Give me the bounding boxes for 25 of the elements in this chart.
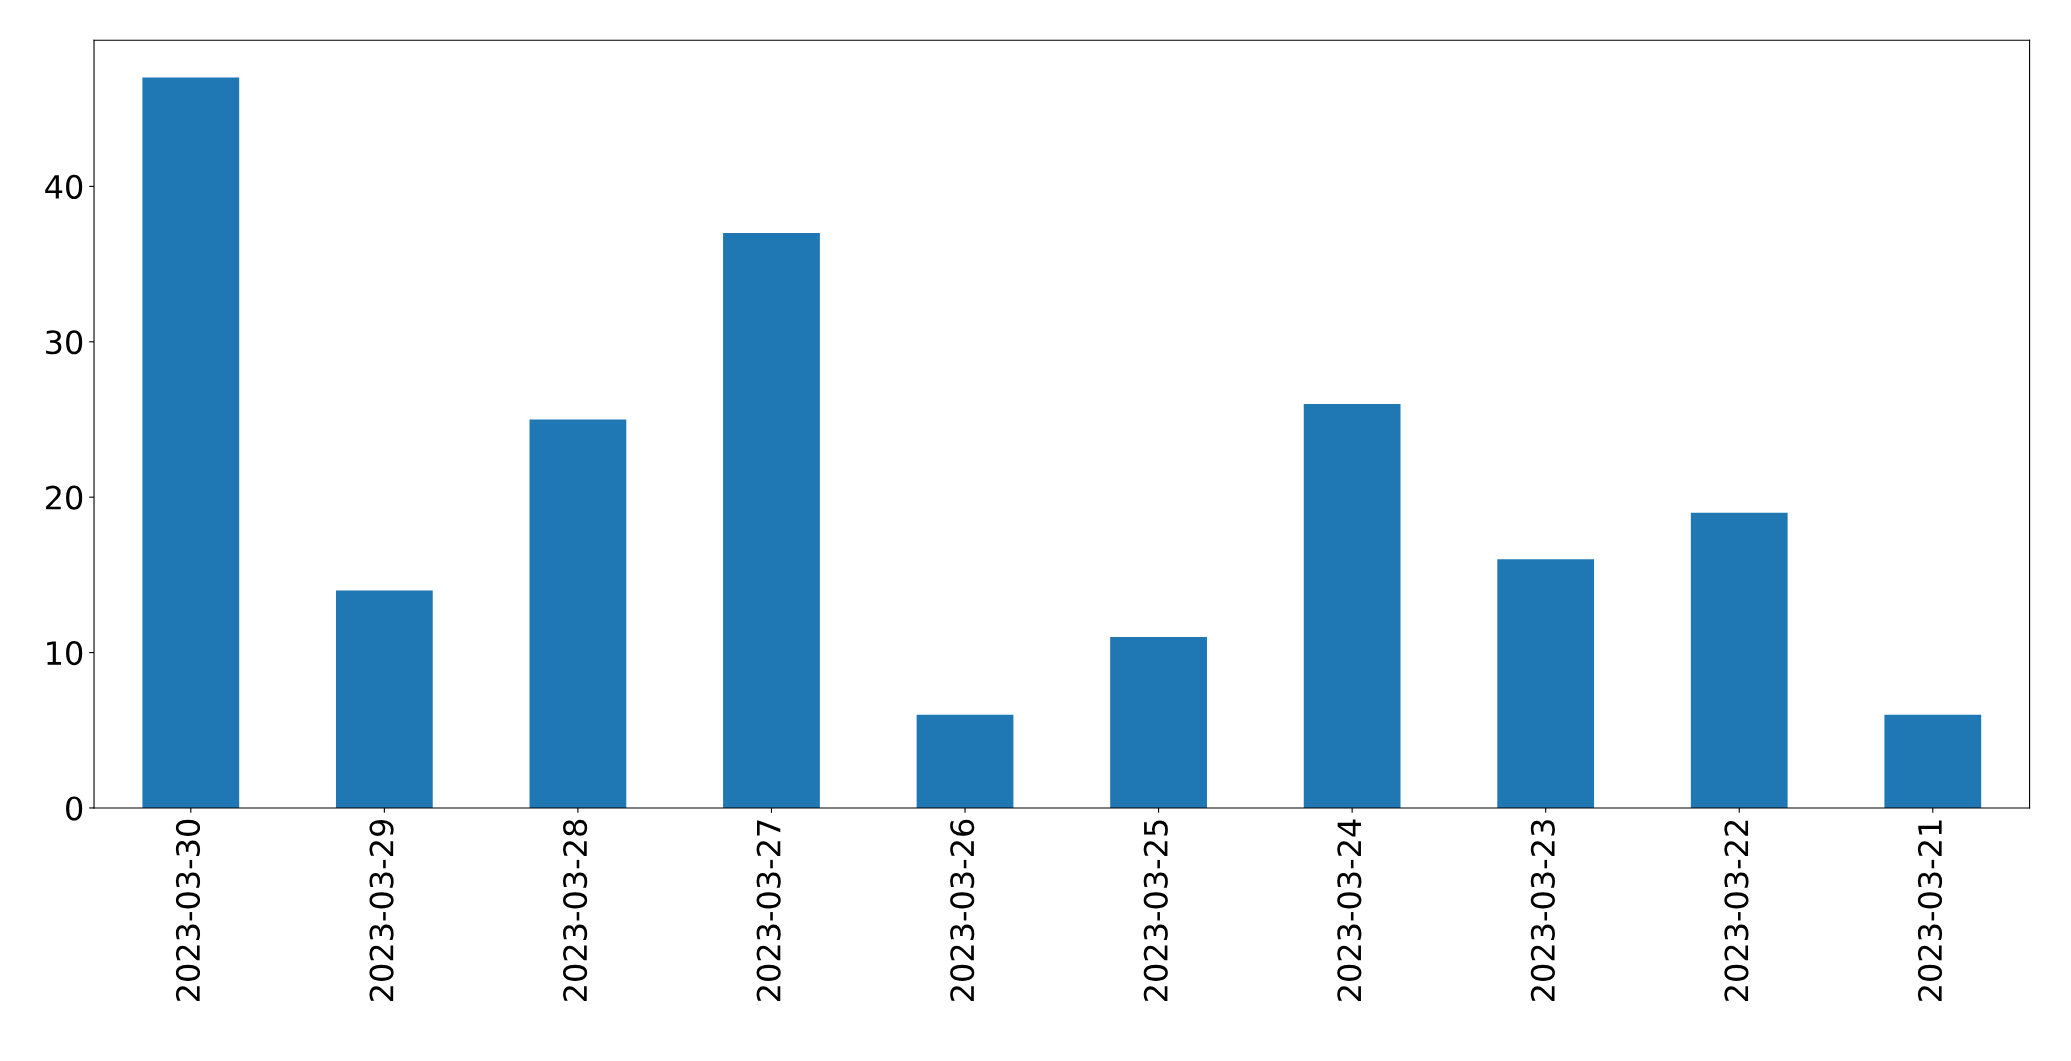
- x-tick-label: 2023-03-28: [563, 819, 588, 1001]
- bar: [142, 77, 240, 808]
- x-tick-label: 2023-03-21: [1917, 820, 1943, 1001]
- y-tick-label: 40: [45, 174, 83, 199]
- x-tick-label: 2023-03-29: [369, 819, 394, 1001]
- x-tick-label: 2023-03-25: [1143, 820, 1168, 1001]
- bar: [723, 233, 820, 808]
- y-tick-label: 10: [47, 640, 83, 666]
- bar: [916, 714, 1014, 808]
- y-tick-label: 30: [46, 330, 83, 355]
- x-tick-label: 2023-03-24: [1337, 819, 1362, 1001]
- bar: [1497, 559, 1595, 808]
- x-tick-label: 2023-03-26: [950, 819, 975, 1001]
- bar: [1884, 714, 1982, 808]
- x-tick-label: 2023-03-22: [1724, 820, 1749, 1001]
- x-tick-label: 2023-03-30: [175, 819, 201, 1001]
- y-tick-label: 20: [45, 485, 83, 510]
- bar: [529, 419, 627, 808]
- bar: [1110, 637, 1207, 808]
- y-tick-label: 0: [66, 796, 83, 821]
- bar: [1303, 403, 1401, 808]
- x-tick-label: 2023-03-27: [756, 820, 781, 1001]
- x-tick-label: 2023-03-23: [1530, 820, 1555, 1001]
- bar: [1690, 512, 1788, 808]
- bar: [335, 590, 433, 808]
